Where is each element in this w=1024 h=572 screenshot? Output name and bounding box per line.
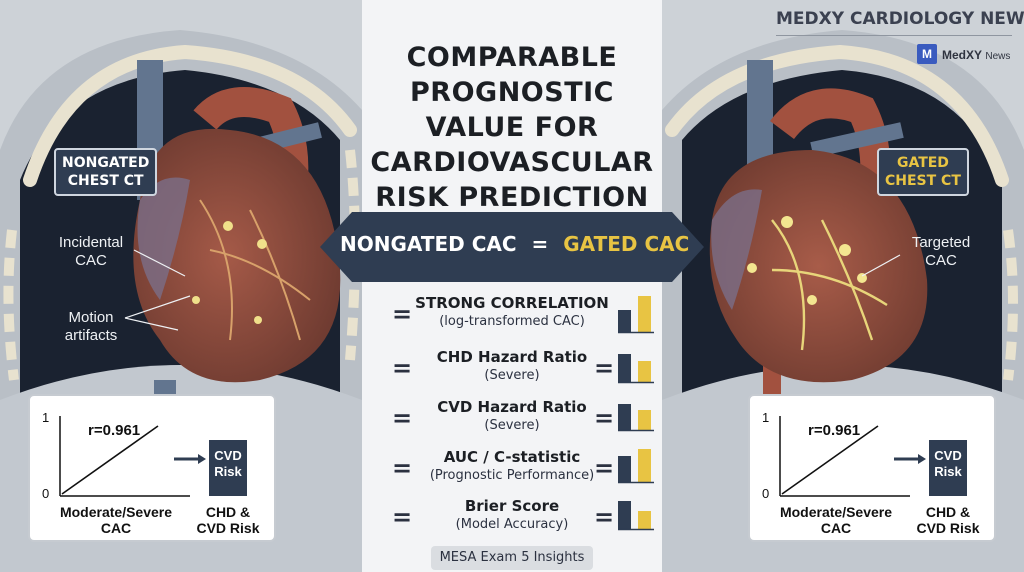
equivalence-banner-text: NONGATED CAC = GATED CAC [340, 232, 689, 256]
nongated-correlation-chart: 1 0 r=0.961 CVD Risk Moderate/Severe CAC… [28, 394, 276, 542]
center-panel [362, 0, 662, 572]
y-axis-bottom-tick: 0 [762, 486, 770, 501]
brand-name: MedXY [942, 48, 983, 62]
cvd-risk-line: Risk [934, 464, 962, 479]
publication-divider [776, 35, 1012, 36]
metric-title: CVD Hazard Ratio [437, 398, 587, 416]
metric-subtitle: (Model Accuracy) [455, 517, 569, 532]
brand-suffix: News [985, 51, 1011, 62]
y-axis-bottom-tick: 0 [42, 486, 50, 501]
x-axis-label-line: CAC [820, 520, 852, 536]
correlation-line [781, 425, 879, 495]
gated-correlation-chart: 1 0 r=0.961 CVD Risk Moderate/Severe CAC… [748, 394, 996, 542]
headline-line: COMPARABLE [406, 42, 618, 73]
banner-equals-sign: = [531, 232, 549, 256]
equals-icon: = [392, 404, 413, 432]
outcome-label-line: CVD Risk [196, 520, 260, 536]
metric-cvd-hazard-ratio: = CVD Hazard Ratio (Severe) = [392, 398, 662, 444]
cvd-risk-line: CVD [934, 448, 962, 463]
headline-line: RISK PREDICTION [375, 182, 649, 213]
nongated-chest-ct-label: NONGATED CHEST CT [54, 148, 158, 196]
outcome-label: CHD & CVD Risk [910, 504, 986, 536]
headline-line: CARDIOVASCULAR [370, 147, 654, 178]
arrow-head-icon [198, 454, 206, 464]
chip-line: NONGATED [62, 155, 150, 171]
footer-source-label: MESA Exam 5 Insights [431, 546, 593, 570]
equals-icon: = [594, 354, 615, 382]
cvd-risk-line: CVD [214, 448, 242, 463]
metric-subtitle: (Severe) [484, 368, 540, 383]
headline-line: PROGNOSTIC [410, 77, 614, 108]
metric-brier-score: = Brier Score (Model Accuracy) = [392, 497, 662, 543]
headline: COMPARABLE PROGNOSTIC VALUE FOR CARDIOVA… [362, 40, 662, 215]
annotation-line: artifacts [64, 327, 118, 344]
correlation-coefficient: r=0.961 [88, 422, 141, 439]
publication-title: MEDXY CARDIOLOGY NEWS [776, 9, 1024, 29]
metric-title: STRONG CORRELATION [415, 294, 609, 312]
comparison-bars-icon [618, 354, 654, 384]
metric-title: Brier Score [464, 497, 560, 515]
chip-line: CHEST CT [67, 173, 144, 189]
x-axis-label: Moderate/Severe CAC [56, 504, 176, 536]
annotation-line: Targeted [911, 234, 971, 251]
incidental-cac-annotation: Incidental CAC [46, 234, 136, 270]
motion-artifacts-annotation: Motion artifacts [46, 309, 136, 345]
cvd-risk-block [209, 440, 247, 496]
y-axis-top-tick: 1 [762, 410, 770, 425]
annotation-line: CAC [925, 252, 957, 269]
cvd-risk-block [929, 440, 967, 496]
outcome-label: CHD & CVD Risk [190, 504, 266, 536]
banner-gated-label: GATED CAC [563, 232, 690, 256]
gated-chest-ct-label: GATED CHEST CT [877, 148, 969, 196]
arrow-head-icon [918, 454, 926, 464]
outcome-label-line: CHD & [205, 504, 251, 520]
medxy-news-wordmark: MedXY News [942, 48, 1010, 62]
equals-icon: = [392, 454, 413, 482]
metric-subtitle: (log-transformed CAC) [439, 314, 585, 329]
chip-line: GATED [896, 155, 949, 171]
gated-chart-plot [779, 416, 967, 497]
equivalence-banner-arrow [320, 212, 704, 282]
comparison-bars-icon [618, 296, 654, 334]
annotation-line: CAC [75, 252, 107, 269]
cvd-risk-label: CVD Risk [211, 448, 245, 480]
equals-icon: = [392, 300, 413, 328]
cvd-risk-label: CVD Risk [931, 448, 965, 480]
metric-subtitle: (Prognostic Performance) [429, 468, 595, 483]
metric-title: CHD Hazard Ratio [436, 348, 588, 366]
x-axis-label-line: Moderate/Severe [779, 504, 893, 520]
cvd-risk-line: Risk [214, 464, 242, 479]
chip-line: CHEST CT [885, 173, 961, 189]
metric-chd-hazard-ratio: = CHD Hazard Ratio (Severe) = [392, 348, 662, 394]
banner-nongated-label: NONGATED CAC [340, 232, 517, 256]
annotation-line: Incidental [58, 234, 124, 251]
equals-icon: = [594, 454, 615, 482]
targeted-cac-annotation: Targeted CAC [896, 234, 986, 270]
x-axis-label-line: Moderate/Severe [59, 504, 173, 520]
nongated-chart-plot [59, 416, 247, 497]
annotation-line: Motion [68, 309, 114, 326]
equals-icon: = [392, 503, 413, 531]
headline-line: VALUE FOR [425, 112, 599, 143]
correlation-coefficient: r=0.961 [808, 422, 861, 439]
metric-title: AUC / C-statistic [443, 448, 581, 466]
y-axis-top-tick: 1 [42, 410, 50, 425]
metric-subtitle: (Severe) [484, 418, 540, 433]
comparison-bars-icon [618, 404, 654, 432]
outcome-label-line: CVD Risk [916, 520, 980, 536]
metric-correlation: = STRONG CORRELATION (log-transformed CA… [392, 294, 662, 340]
equals-icon: = [392, 354, 413, 382]
x-axis-label: Moderate/Severe CAC [776, 504, 896, 536]
equals-icon: = [594, 503, 615, 531]
outcome-label-line: CHD & [925, 504, 971, 520]
medxy-logo-icon: M [917, 44, 937, 64]
x-axis-label-line: CAC [100, 520, 132, 536]
correlation-line [61, 425, 159, 495]
comparison-bars-icon [618, 449, 654, 484]
equals-icon: = [594, 404, 615, 432]
comparison-bars-icon [618, 501, 654, 531]
metric-auc-c-statistic: = AUC / C-statistic (Prognostic Performa… [392, 448, 662, 494]
